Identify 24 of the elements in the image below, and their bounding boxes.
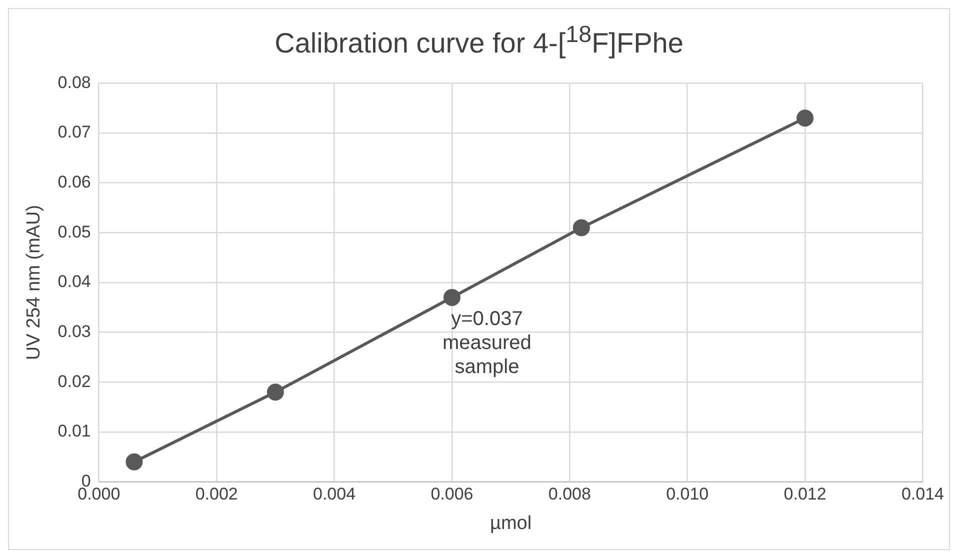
x-tick-label: 0.006 xyxy=(430,484,474,504)
point xyxy=(266,384,284,401)
x-axis-title: µmol xyxy=(490,512,532,534)
annotation: y=0.037 measured sample xyxy=(442,308,532,378)
point xyxy=(572,219,590,236)
point xyxy=(126,453,143,470)
y-tick-label: 0.08 xyxy=(58,72,91,92)
y-tick-label: 0.05 xyxy=(58,222,91,242)
y-axis-title: UV 254 nm (mAU) xyxy=(24,204,45,360)
y-tick-label: 0.03 xyxy=(58,322,91,342)
x-tick-label: 0.004 xyxy=(312,484,356,504)
y-tick-label: 0.06 xyxy=(58,172,91,192)
y-tick-label: 0.01 xyxy=(58,422,91,441)
x-tick-label: 0.014 xyxy=(901,484,944,504)
point xyxy=(443,288,460,306)
chart-title: Calibration curve for 4-[$^{18}$F]FPhe xyxy=(274,20,684,60)
point xyxy=(796,110,814,127)
x-tick-label: 0.010 xyxy=(666,484,709,504)
y-tick-label: 0.02 xyxy=(58,372,91,391)
y-tick-label: 0.04 xyxy=(58,272,91,292)
y-tick-label: 0.07 xyxy=(58,122,91,142)
x-tick-label: 0.008 xyxy=(548,484,591,504)
x-tick-label: 0.012 xyxy=(784,484,826,504)
x-tick-label: 0.002 xyxy=(195,484,238,504)
